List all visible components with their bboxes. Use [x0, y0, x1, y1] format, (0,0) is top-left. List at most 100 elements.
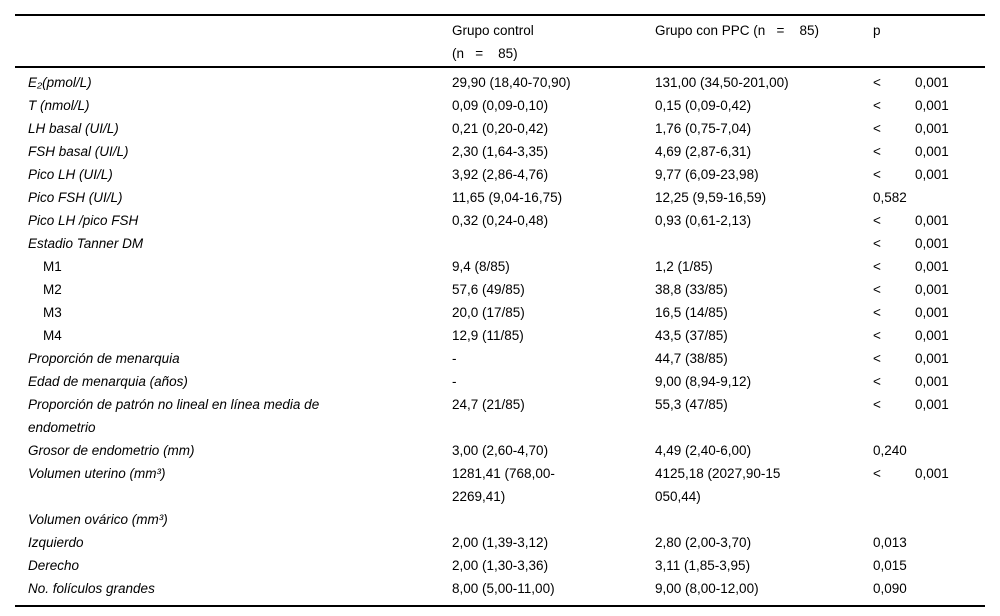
- control-value: 3,92 (2,86-4,76): [452, 167, 549, 182]
- row-label: Izquierdo: [28, 535, 84, 550]
- control-value: 2,30 (1,64-3,35): [452, 144, 549, 159]
- row-label: M2: [43, 282, 62, 297]
- row-label: M3: [43, 305, 62, 320]
- row-label: Volumen ovárico (mm³): [28, 512, 168, 527]
- control-value: 3,00 (2,60-4,70): [452, 443, 549, 458]
- table-row: No. folículos grandes 8,00 (5,00-11,00) 9,…: [15, 577, 985, 600]
- p-number: 0,001: [915, 167, 949, 182]
- less-than-sign: <: [873, 397, 881, 412]
- ppc-value: 55,3 (47/85): [655, 397, 728, 412]
- p-value: 0,090: [873, 577, 985, 600]
- control-value: -: [452, 351, 457, 366]
- p-value: <0,001: [873, 347, 985, 370]
- p-value: 0,013: [873, 531, 985, 554]
- p-value: 0,015: [873, 554, 985, 577]
- table-row: Izquierdo 2,00 (1,39-3,12) 2,80 (2,00-3,70…: [15, 531, 985, 554]
- p-number: 0,001: [915, 282, 949, 297]
- row-label: Pico FSH (UI/L): [28, 190, 123, 205]
- p-value: <0,001: [873, 393, 985, 439]
- header-p: p: [873, 23, 881, 38]
- row-label: Grosor de endometrio (mm): [28, 443, 195, 458]
- table-row: Volumen ovárico (mm³): [15, 508, 985, 531]
- control-value: [452, 232, 655, 255]
- table-row: Proporción de menarquia - 44,7 (38/85) <0,0…: [15, 347, 985, 370]
- p-number: 0,001: [915, 351, 949, 366]
- p-value: [873, 508, 985, 531]
- control-value: 0,09 (0,09-0,10): [452, 98, 549, 113]
- p-value: <0,001: [873, 209, 985, 232]
- table-body: E₂(pmol/L) 29,90 (18,40-70,90) 131,00 (34,…: [15, 68, 985, 605]
- p-number: 0,001: [915, 98, 949, 113]
- ppc-value: 43,5 (37/85): [655, 328, 728, 343]
- row-label: Pico LH /pico FSH: [28, 213, 139, 228]
- row-label: Pico LH (UI/L): [28, 167, 113, 182]
- header-variable-column: [15, 19, 452, 65]
- ppc-value: 4,69 (2,87-6,31): [655, 144, 752, 159]
- row-label: M4: [43, 328, 62, 343]
- p-number: 0,001: [915, 397, 949, 412]
- row-label: LH basal (UI/L): [28, 121, 119, 136]
- p-value: <0,001: [873, 462, 985, 508]
- control-value: 24,7 (21/85): [452, 397, 525, 412]
- p-value: <0,001: [873, 324, 985, 347]
- control-value: -: [452, 374, 457, 389]
- table-row: Pico LH /pico FSH 0,32 (0,24-0,48) 0,93 (0…: [15, 209, 985, 232]
- control-value: 29,90 (18,40-70,90): [452, 75, 571, 90]
- table-row: FSH basal (UI/L) 2,30 (1,64-3,35) 4,69 (2,…: [15, 140, 985, 163]
- less-than-sign: <: [873, 213, 881, 228]
- p-value: <0,001: [873, 94, 985, 117]
- ppc-value: 131,00 (34,50-201,00): [655, 75, 789, 90]
- ppc-value: 0,93 (0,61-2,13): [655, 213, 752, 228]
- ppc-value: 4,49 (2,40-6,00): [655, 443, 752, 458]
- p-value: <0,001: [873, 278, 985, 301]
- table-row: Estadio Tanner DM <0,001: [15, 232, 985, 255]
- less-than-sign: <: [873, 282, 881, 297]
- less-than-sign: <: [873, 466, 881, 481]
- ppc-value: 3,11 (1,85-3,95): [655, 558, 751, 573]
- ppc-value: 9,00 (8,94-9,12): [655, 374, 752, 389]
- p-number: 0,015: [873, 558, 907, 573]
- control-value: 2,00 (1,39-3,12): [452, 535, 549, 550]
- control-value: 12,9 (11/85): [452, 328, 524, 343]
- control-value: 20,0 (17/85): [452, 305, 525, 320]
- control-value: 1281,41 (768,00- 2269,41): [452, 466, 555, 504]
- less-than-sign: <: [873, 259, 881, 274]
- p-number: 0,001: [915, 374, 949, 389]
- table-row: M2 57,6 (49/85) 38,8 (33/85) <0,001: [15, 278, 985, 301]
- table-row: M4 12,9 (11/85) 43,5 (37/85) <0,001: [15, 324, 985, 347]
- p-value: <0,001: [873, 71, 985, 94]
- table-row: Volumen uterino (mm³) 1281,41 (768,00- 22…: [15, 462, 985, 508]
- p-number: 0,090: [873, 581, 907, 596]
- control-value: 2,00 (1,30-3,36): [452, 558, 549, 573]
- p-value: <0,001: [873, 301, 985, 324]
- control-value: 11,65 (9,04-16,75): [452, 190, 563, 205]
- p-number: 0,013: [873, 535, 907, 550]
- row-label: Volumen uterino (mm³): [28, 466, 166, 481]
- p-number: 0,001: [915, 466, 949, 481]
- p-value: <0,001: [873, 232, 985, 255]
- control-value: [452, 508, 655, 531]
- header-grupo-control: Grupo control (n = 85): [452, 23, 534, 61]
- ppc-value: 38,8 (33/85): [655, 282, 728, 297]
- control-value: 8,00 (5,00-11,00): [452, 581, 555, 596]
- less-than-sign: <: [873, 98, 881, 113]
- control-value: 57,6 (49/85): [452, 282, 525, 297]
- p-number: 0,582: [873, 190, 907, 205]
- table-row: M3 20,0 (17/85) 16,5 (14/85) <0,001: [15, 301, 985, 324]
- table-row: T (nmol/L) 0,09 (0,09-0,10) 0,15 (0,09-0,4…: [15, 94, 985, 117]
- control-value: 0,21 (0,20-0,42): [452, 121, 549, 136]
- p-value: <0,001: [873, 370, 985, 393]
- ppc-value: 1,76 (0,75-7,04): [655, 121, 752, 136]
- row-label: FSH basal (UI/L): [28, 144, 129, 159]
- control-value: 9,4 (8/85): [452, 259, 510, 274]
- ppc-value: 9,77 (6,09-23,98): [655, 167, 759, 182]
- table-row: Grosor de endometrio (mm) 3,00 (2,60-4,70…: [15, 439, 985, 462]
- p-value: <0,001: [873, 163, 985, 186]
- ppc-value: 44,7 (38/85): [655, 351, 728, 366]
- less-than-sign: <: [873, 75, 881, 90]
- results-table: Grupo control (n = 85) Grupo con PPC (n …: [15, 14, 985, 607]
- row-label: Derecho: [28, 558, 80, 573]
- row-label: Estadio Tanner DM: [28, 236, 144, 251]
- ppc-value: [655, 232, 873, 255]
- p-number: 0,001: [915, 259, 949, 274]
